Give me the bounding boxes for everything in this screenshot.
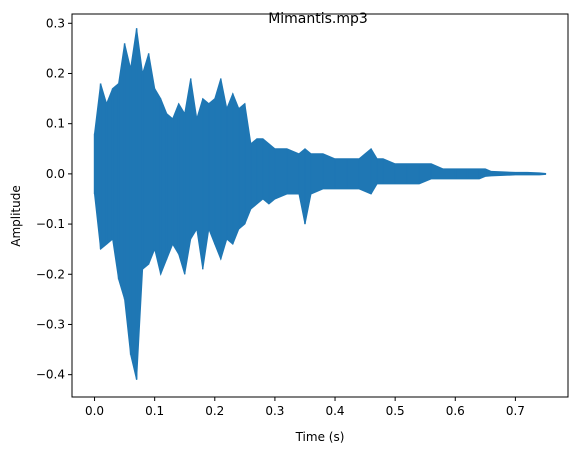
x-tick-label: 0.3 <box>265 404 284 418</box>
y-tick-label: −0.4 <box>36 368 65 382</box>
y-tick-label: −0.1 <box>36 217 65 231</box>
y-axis-label: Amplitude <box>9 185 23 247</box>
x-axis-label: Time (s) <box>295 430 345 444</box>
chart-title: Mimantis.mp3 <box>268 11 368 27</box>
x-tick-label: 0.2 <box>205 404 224 418</box>
y-tick-label: 0.1 <box>46 117 65 131</box>
waveform-envelope-0 <box>95 28 546 379</box>
x-tick-label: 0.5 <box>386 404 405 418</box>
y-tick-label: 0.2 <box>46 66 65 80</box>
x-tick-label: 0.0 <box>85 404 104 418</box>
x-tick-label: 0.7 <box>506 404 525 418</box>
y-tick-label: −0.3 <box>36 317 65 331</box>
x-axis-ticks: 0.0 0.1 0.2 0.3 0.4 0.5 0.6 0.7 <box>85 397 525 418</box>
plot-area <box>95 28 546 379</box>
x-tick-label: 0.4 <box>325 404 344 418</box>
x-tick-label: 0.6 <box>446 404 465 418</box>
y-tick-label: −0.2 <box>36 267 65 281</box>
y-axis-ticks: −0.4 −0.3 −0.2 −0.1 0.0 0.1 0.2 0.3 <box>36 16 72 381</box>
y-tick-label: 0.3 <box>46 16 65 30</box>
y-tick-label: 0.0 <box>46 167 65 181</box>
x-tick-label: 0.1 <box>145 404 164 418</box>
